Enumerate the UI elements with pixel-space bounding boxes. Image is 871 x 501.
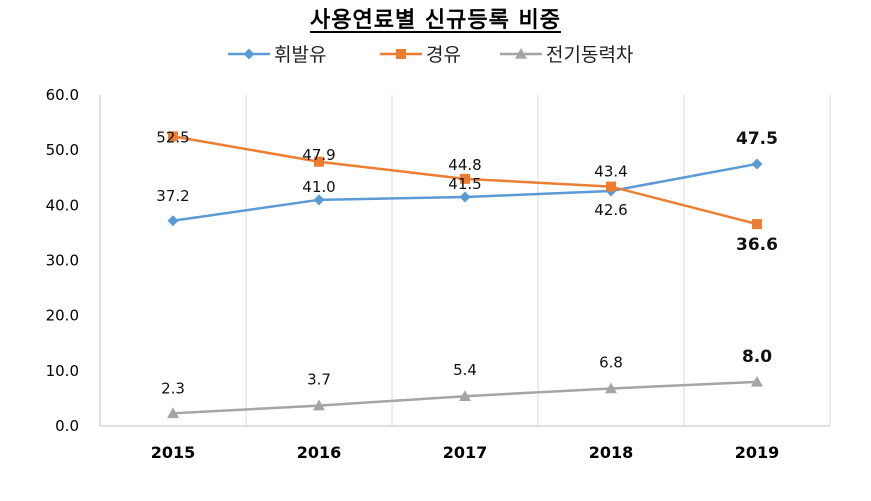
chart-title: 사용연료별 신규등록 비중 [310, 8, 561, 33]
data-label: 41.0 [302, 178, 335, 196]
data-label: 3.7 [307, 371, 331, 389]
data-label: 5.4 [453, 361, 477, 379]
data-point [313, 194, 325, 206]
data-label: 36.6 [736, 235, 778, 255]
y-tick-label: 30.0 [46, 252, 79, 270]
data-point [606, 181, 616, 192]
legend-marker [243, 48, 255, 60]
data-label: 52.5 [156, 128, 189, 146]
data-point [459, 191, 471, 203]
legend-marker [396, 49, 406, 59]
data-label: 2.3 [161, 379, 185, 397]
legend-label: 휘발유 [274, 44, 326, 66]
data-point [313, 399, 325, 411]
x-tick-label: 2019 [735, 443, 780, 462]
y-tick-label: 20.0 [46, 307, 79, 325]
data-label: 43.4 [594, 163, 627, 181]
data-label: 42.6 [594, 201, 627, 219]
data-point [605, 382, 617, 394]
data-label: 41.5 [448, 175, 481, 193]
data-point [459, 390, 471, 402]
data-point [314, 156, 324, 167]
data-label: 47.5 [736, 129, 778, 149]
x-tick-label: 2015 [151, 443, 196, 462]
y-tick-label: 50.0 [46, 141, 79, 159]
y-tick-label: 10.0 [46, 362, 79, 380]
data-point [460, 173, 470, 184]
data-point [751, 375, 763, 387]
data-point [167, 215, 179, 227]
legend-marker [515, 48, 527, 59]
x-tick-label: 2017 [443, 443, 488, 462]
y-tick-label: 60.0 [46, 86, 79, 104]
data-label: 47.9 [302, 146, 335, 164]
data-point [752, 219, 762, 230]
data-label: 8.0 [742, 347, 772, 367]
data-point [167, 407, 179, 419]
legend-label: 경유 [426, 44, 461, 66]
data-label: 44.8 [448, 156, 481, 174]
data-label: 6.8 [599, 353, 623, 371]
x-tick-label: 2016 [297, 443, 342, 462]
data-point [751, 158, 763, 170]
y-tick-label: 40.0 [46, 196, 79, 214]
data-label: 37.2 [156, 187, 189, 205]
data-point [168, 131, 178, 142]
y-tick-label: 0.0 [55, 417, 79, 435]
x-tick-label: 2018 [589, 443, 634, 462]
legend-label: 전기동력차 [546, 44, 633, 66]
